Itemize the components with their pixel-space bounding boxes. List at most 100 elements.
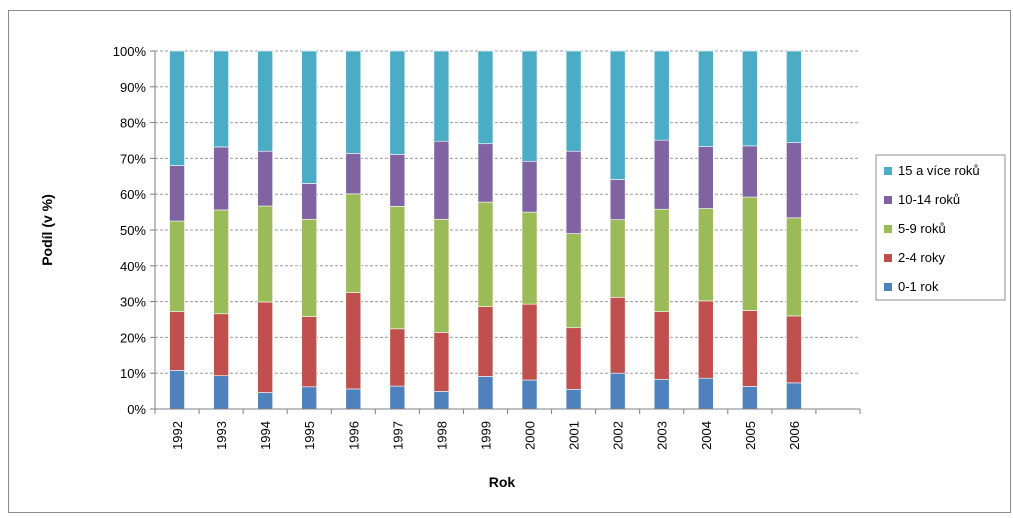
bar-segment <box>609 179 626 220</box>
bar-segment <box>653 208 670 312</box>
bar-segment <box>169 311 185 371</box>
bar-segment <box>477 306 494 377</box>
legend-box <box>875 154 1006 301</box>
bar-segment <box>433 50 450 142</box>
x-axis-title: Rok <box>489 474 516 490</box>
bar-segment <box>697 300 714 379</box>
bar-segment <box>786 315 802 384</box>
bar-segment <box>521 303 538 381</box>
y-tick-label: 60% <box>120 187 146 202</box>
x-tick-label: 2005 <box>743 421 758 450</box>
bar-segment <box>742 310 758 387</box>
y-axis-title: Podíl (v %) <box>39 194 55 266</box>
bar-segment <box>301 183 318 220</box>
y-tick-label: 90% <box>120 80 146 95</box>
bar-segment <box>609 219 626 298</box>
y-tick-labels: 0% 10% 20% 30% 40% 50% 60% 70% 80% 90% 100% <box>113 44 147 417</box>
bar-segment <box>169 220 185 312</box>
x-tick-label: 1993 <box>214 421 229 450</box>
legend-swatch <box>884 225 892 233</box>
bar-segment <box>609 372 626 410</box>
bar-segment <box>477 201 494 307</box>
legend: 15 a více roků 10-14 roků 5-9 roků 2-4 roky… <box>875 154 1006 301</box>
x-tick-label: 2006 <box>787 421 802 450</box>
bar-segment <box>609 50 626 180</box>
x-tick-label: 1996 <box>346 421 361 450</box>
bar-segment <box>565 233 582 329</box>
x-tick-label: 1999 <box>478 421 493 450</box>
bar-segment <box>653 378 670 410</box>
bar-segment <box>301 316 318 388</box>
x-tick-label: 1992 <box>170 421 185 450</box>
bar-segment <box>213 209 229 315</box>
bar-segment <box>653 139 670 210</box>
legend-swatch <box>884 167 892 175</box>
bar-segment <box>565 389 582 410</box>
bar-segment <box>257 50 273 152</box>
bar-segment <box>169 50 185 166</box>
bar-segment <box>742 386 758 410</box>
bars <box>169 50 802 410</box>
bar-segment <box>653 50 670 141</box>
bar-segment <box>257 205 273 303</box>
x-tick-label: 1994 <box>258 421 273 450</box>
bar-segment <box>742 145 758 198</box>
bar-segment <box>301 50 318 184</box>
bar-segment <box>742 50 758 147</box>
bar-segment <box>389 385 406 410</box>
bar-segment <box>433 140 450 220</box>
bar-segment <box>477 50 494 145</box>
bar-segment <box>433 332 450 392</box>
x-tick-label: 2000 <box>523 421 538 450</box>
bar-segment <box>389 154 406 207</box>
y-tick-label: 80% <box>120 116 146 131</box>
bar-segment <box>433 218 450 333</box>
bar-segment <box>565 150 582 234</box>
y-tick-label: 30% <box>120 295 146 310</box>
bar-segment <box>389 328 406 387</box>
bar-segment <box>609 297 626 374</box>
legend-swatch <box>884 283 892 291</box>
legend-label: 5-9 roků <box>898 221 946 236</box>
bar-segment <box>433 391 450 410</box>
bar-segment <box>521 379 538 410</box>
bar-segment <box>345 388 362 410</box>
bar-segment <box>521 50 538 162</box>
bar-segment <box>345 193 362 293</box>
legend-label: 2-4 roky <box>898 250 945 265</box>
bar-segment <box>697 50 714 147</box>
x-tick-label: 1995 <box>302 421 317 450</box>
bar-segment <box>653 311 670 380</box>
x-tick-label: 2002 <box>611 421 626 450</box>
bar-segment <box>697 377 714 410</box>
bar-segment <box>477 143 494 203</box>
y-tick-label: 0% <box>127 402 146 417</box>
y-tick-label: 50% <box>120 223 146 238</box>
x-tick-label: 2004 <box>699 421 714 450</box>
legend-swatch <box>884 254 892 262</box>
bar-segment <box>213 50 229 148</box>
bar-segment <box>345 50 362 154</box>
bar-segment <box>697 146 714 209</box>
bar-segment <box>169 370 185 410</box>
bar-segment <box>213 313 229 377</box>
bar-segment <box>786 217 802 317</box>
bar-segment <box>257 301 273 393</box>
bar-segment <box>345 153 362 195</box>
x-tick-label: 1997 <box>390 421 405 450</box>
bar-segment <box>213 146 229 211</box>
bar-segment <box>301 218 318 317</box>
bar-segment <box>169 165 185 222</box>
bar-segment <box>565 50 582 152</box>
x-tick-label: 2003 <box>655 421 670 450</box>
bar-segment <box>521 160 538 213</box>
bar-segment <box>786 382 802 410</box>
bar-segment <box>213 375 229 410</box>
legend-label: 15 a více roků <box>898 163 980 178</box>
bar-segment <box>786 142 802 219</box>
y-tick-label: 10% <box>120 366 146 381</box>
y-tick-label: 100% <box>113 44 147 59</box>
y-tick-label: 70% <box>120 151 146 166</box>
y-tick-label: 20% <box>120 330 146 345</box>
